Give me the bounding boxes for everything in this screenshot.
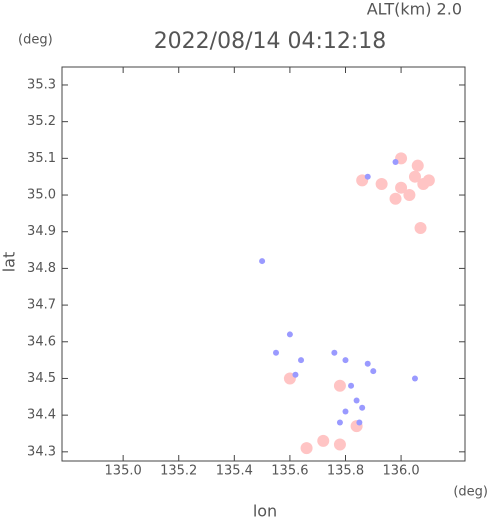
- echo-point: [359, 404, 366, 411]
- y-tick-label: 34.3: [27, 444, 56, 459]
- echo-point: [292, 371, 299, 378]
- echo-point: [273, 349, 280, 356]
- y-tick-label: 34.9: [27, 224, 56, 239]
- echo-point: [403, 189, 416, 202]
- x-unit: (deg): [453, 485, 488, 500]
- echo-point: [364, 360, 371, 367]
- echo-point: [395, 181, 408, 194]
- echo-point: [422, 174, 435, 187]
- echo-point: [364, 173, 371, 180]
- x-tick-label: 135.8: [327, 464, 364, 479]
- echo-point: [353, 397, 360, 404]
- echo-point: [342, 408, 349, 415]
- echo-point: [333, 438, 346, 451]
- x-axis-label: lon: [253, 502, 277, 521]
- x-tick-label: 135.6: [271, 464, 308, 479]
- echo-point: [414, 222, 427, 235]
- y-tick-label: 35.3: [27, 77, 56, 92]
- y-tick-label: 34.6: [27, 334, 56, 349]
- echo-point: [298, 357, 305, 364]
- y-axis-label: lat: [0, 252, 19, 273]
- echo-point: [408, 170, 421, 183]
- echo-point: [411, 159, 424, 172]
- y-tick-label: 35.1: [27, 151, 56, 166]
- altitude-label: ALT(km) 2.0: [367, 0, 462, 19]
- x-tick-label: 135.4: [216, 464, 253, 479]
- y-tick-label: 34.5: [27, 371, 56, 386]
- echo-point: [286, 331, 293, 338]
- y-unit: (deg): [18, 33, 53, 48]
- echo-point: [336, 419, 343, 426]
- x-tick-label: 136.0: [382, 464, 419, 479]
- echo-point: [259, 258, 266, 265]
- y-tick-label: 34.4: [27, 408, 56, 423]
- x-tick-label: 135.0: [105, 464, 142, 479]
- echo-point: [375, 178, 388, 191]
- echo-point: [300, 442, 313, 455]
- y-tick-label: 35.2: [27, 114, 56, 129]
- echo-point: [392, 159, 399, 166]
- y-tick-label: 34.8: [27, 261, 56, 276]
- echo-point: [370, 368, 377, 375]
- echo-point: [389, 192, 402, 205]
- plot-frame: [61, 66, 466, 462]
- echo-point: [317, 434, 330, 447]
- chart-title: 2022/08/14 04:12:18: [154, 29, 387, 54]
- echo-point: [331, 349, 338, 356]
- echo-point: [333, 379, 346, 392]
- echo-point: [356, 419, 363, 426]
- x-tick-label: 135.2: [160, 464, 197, 479]
- y-tick-label: 34.7: [27, 298, 56, 313]
- echo-point: [342, 357, 349, 364]
- y-tick-label: 35.0: [27, 188, 56, 203]
- echo-point: [411, 375, 418, 382]
- echo-point: [348, 382, 355, 389]
